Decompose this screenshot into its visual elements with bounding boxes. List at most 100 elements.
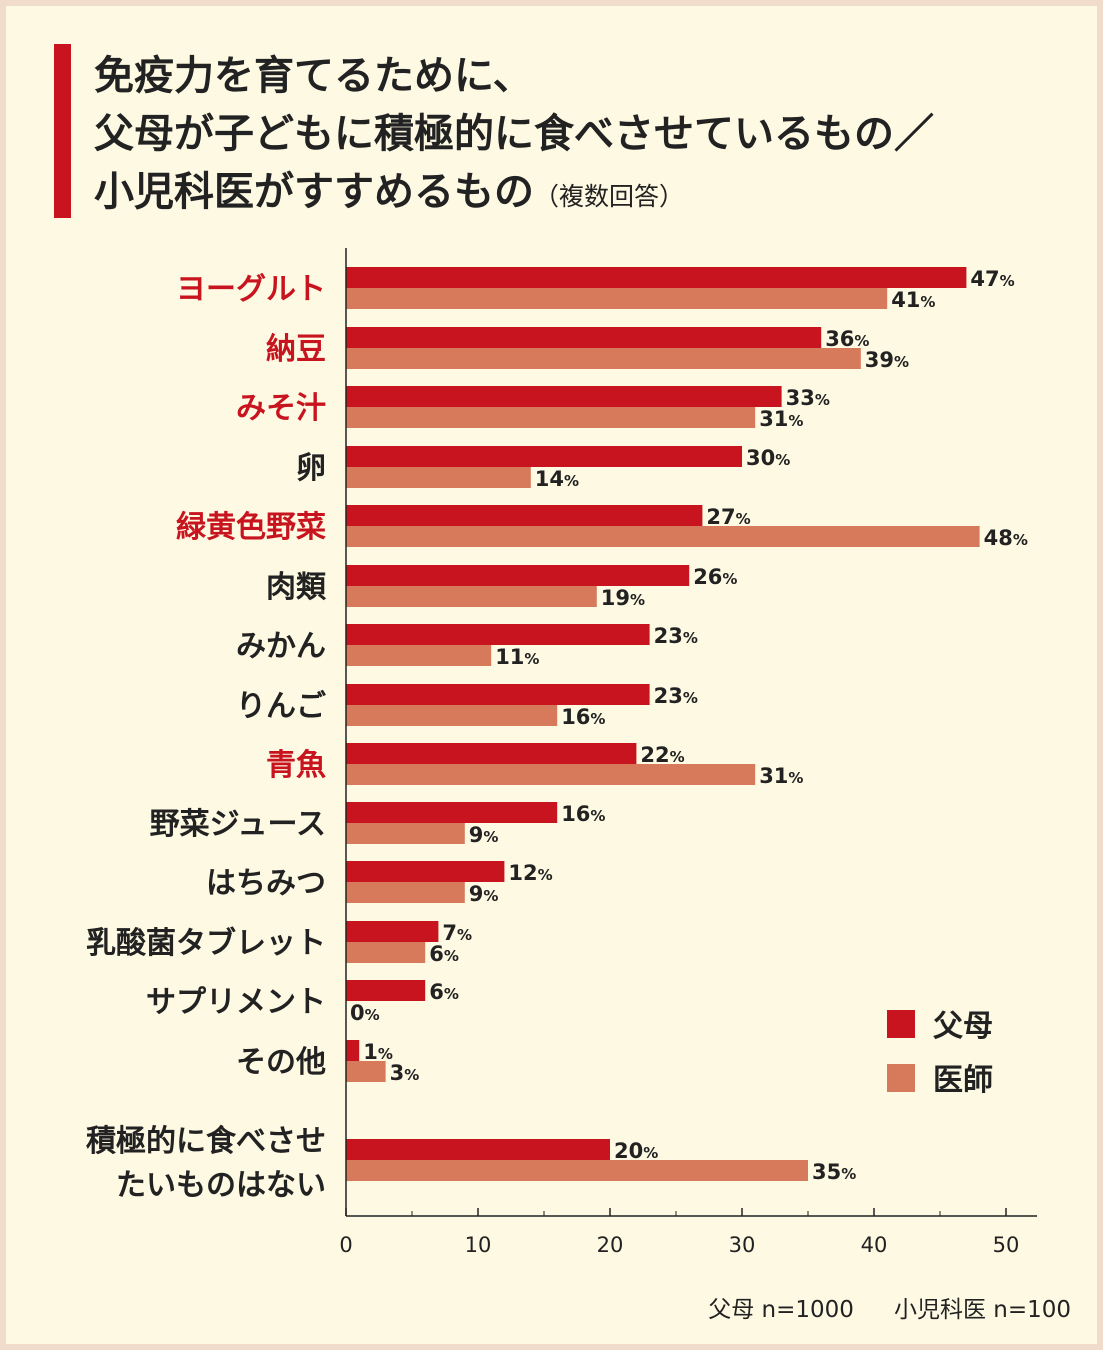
value-label-parents-9: 16% — [561, 802, 605, 826]
value-number: 7 — [442, 921, 457, 945]
value-label-doctors-0: 41% — [891, 288, 935, 312]
category-label-1: 納豆 — [266, 332, 326, 367]
bar-doctors-1 — [346, 348, 861, 369]
value-percent-sign: % — [643, 1144, 658, 1162]
value-percent-sign: % — [775, 451, 790, 469]
value-percent-sign: % — [444, 985, 459, 1003]
sample-size-parents: 父母 n=1000 — [708, 1297, 854, 1323]
value-number: 33 — [786, 386, 815, 410]
axes: 0 10 20 30 40 50 — [339, 248, 1037, 1257]
bar-doctors-5 — [346, 586, 597, 607]
value-percent-sign: % — [683, 629, 698, 647]
value-label-parents-3: 30% — [746, 446, 790, 470]
category-label-10: はちみつ — [206, 866, 326, 901]
bar-parents-0 — [346, 267, 967, 288]
category-label-8: 青魚 — [266, 748, 326, 783]
value-number: 14 — [535, 467, 564, 491]
value-percent-sign: % — [788, 769, 803, 787]
category-label-14-line-0: 積極的に食べさせ — [86, 1124, 326, 1159]
value-label-parents-14: 20% — [614, 1139, 658, 1163]
value-percent-sign: % — [722, 570, 737, 588]
value-number: 9 — [469, 882, 484, 906]
value-number: 36 — [825, 327, 854, 351]
bar-parents-7 — [346, 684, 650, 705]
title-line-3: 小児科医がすすめるもの（複数回答） — [94, 172, 684, 212]
value-number: 0 — [350, 1001, 365, 1025]
value-label-parents-12: 6% — [429, 980, 459, 1004]
value-label-parents-7: 23% — [654, 684, 698, 708]
value-label-parents-4: 27% — [706, 505, 750, 529]
value-label-parents-11: 7% — [442, 921, 472, 945]
value-percent-sign: % — [670, 748, 685, 766]
value-percent-sign: % — [841, 1165, 856, 1183]
value-label-parents-5: 26% — [693, 565, 737, 589]
value-percent-sign: % — [444, 947, 459, 965]
bar-doctors-6 — [346, 645, 492, 666]
bar-doctors-14 — [346, 1160, 808, 1181]
bar-parents-3 — [346, 446, 742, 467]
value-percent-sign: % — [404, 1066, 419, 1084]
bar-doctors-7 — [346, 705, 558, 726]
value-percent-sign: % — [788, 412, 803, 430]
category-label-9: 野菜ジュース — [150, 807, 326, 842]
figure-frame: 免疫力を育てるために、 父母が子どもに積極的に食べさせているもの／ 小児科医がす… — [6, 6, 1097, 1344]
value-number: 23 — [654, 624, 683, 648]
x-tick-label-20: 20 — [597, 1233, 624, 1257]
bar-parents-13 — [346, 1040, 360, 1061]
category-labels: ヨーグルト納豆みそ汁卵緑黄色野菜肉類みかんりんご青魚野菜ジュースはちみつ乳酸菌タ… — [86, 272, 327, 1203]
bar-doctors-2 — [346, 407, 756, 428]
value-label-doctors-10: 9% — [469, 882, 499, 906]
legend-label-parents: 父母 — [933, 1009, 993, 1044]
bar-doctors-13 — [346, 1061, 386, 1082]
bar-parents-5 — [346, 565, 690, 586]
value-number: 16 — [561, 705, 590, 729]
bar-parents-4 — [346, 505, 703, 526]
bar-doctors-10 — [346, 882, 465, 903]
value-percent-sign: % — [538, 866, 553, 884]
x-tick-label-0: 0 — [339, 1233, 352, 1257]
value-percent-sign: % — [483, 828, 498, 846]
value-percent-sign: % — [854, 332, 869, 350]
x-tick-label-30: 30 — [729, 1233, 756, 1257]
value-number: 31 — [759, 764, 788, 788]
value-label-doctors-1: 39% — [865, 348, 909, 372]
category-label-14-line-1: たいものはない — [116, 1168, 326, 1203]
legend-label-doctors: 医師 — [933, 1063, 993, 1098]
value-percent-sign: % — [365, 1006, 380, 1024]
value-percent-sign: % — [1013, 531, 1028, 549]
value-percent-sign: % — [378, 1045, 393, 1063]
value-label-parents-6: 23% — [654, 624, 698, 648]
title-line-3-text: 小児科医がすすめるもの — [94, 169, 534, 215]
value-number: 12 — [508, 861, 537, 885]
legend-swatch-parents — [887, 1010, 915, 1038]
value-number: 11 — [495, 645, 524, 669]
value-percent-sign: % — [564, 472, 579, 490]
bar-doctors-4 — [346, 526, 980, 547]
value-label-parents-8: 22% — [640, 743, 684, 767]
value-number: 1 — [363, 1040, 378, 1064]
bar-parents-2 — [346, 386, 782, 407]
value-label-doctors-8: 31% — [759, 764, 803, 788]
value-percent-sign: % — [457, 926, 472, 944]
value-label-doctors-14: 35% — [812, 1160, 856, 1184]
value-percent-sign: % — [920, 293, 935, 311]
value-percent-sign: % — [524, 650, 539, 668]
sample-size-doctors: 小児科医 n=100 — [893, 1297, 1071, 1323]
value-label-parents-1: 36% — [825, 327, 869, 351]
bar-parents-9 — [346, 802, 558, 823]
value-number: 9 — [469, 823, 484, 847]
bar-parents-10 — [346, 861, 505, 882]
value-number: 41 — [891, 288, 920, 312]
value-number: 22 — [640, 743, 669, 767]
value-number: 6 — [429, 942, 444, 966]
bar-group — [346, 267, 980, 1181]
value-number: 26 — [693, 565, 722, 589]
title-accent-bar — [54, 44, 71, 218]
value-percent-sign: % — [736, 510, 751, 528]
value-number: 19 — [601, 586, 630, 610]
value-label-doctors-5: 19% — [601, 586, 645, 610]
category-label-5: 肉類 — [266, 570, 327, 605]
bar-parents-6 — [346, 624, 650, 645]
value-label-doctors-9: 9% — [469, 823, 499, 847]
